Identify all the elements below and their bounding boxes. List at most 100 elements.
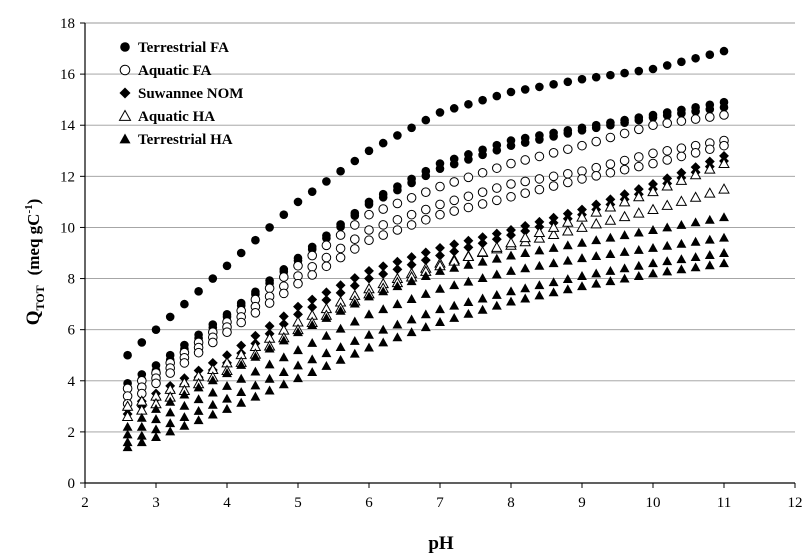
data-point-terrestrial-ha (591, 251, 602, 261)
data-point-terrestrial-fa (563, 129, 573, 138)
data-point-aquatic-fa (293, 278, 303, 289)
data-point-terrestrial-ha (676, 238, 687, 248)
data-point-terrestrial-ha (193, 394, 204, 404)
data-point-aquatic-fa (506, 158, 516, 169)
data-point-terrestrial-fa (151, 325, 161, 334)
data-point-terrestrial-ha (321, 348, 332, 358)
data-point-terrestrial-ha (662, 240, 673, 250)
data-point-terrestrial-fa (236, 248, 246, 258)
data-point-terrestrial-ha (562, 274, 573, 284)
data-point-suwannee-nom (506, 230, 516, 241)
data-point-terrestrial-fa (393, 131, 402, 140)
data-point-aquatic-fa (563, 168, 573, 179)
data-point-aquatic-ha (547, 221, 560, 232)
data-point-aquatic-ha (462, 250, 475, 262)
data-point-aquatic-fa (165, 368, 175, 378)
data-point-aquatic-fa (662, 145, 673, 156)
data-point-suwannee-nom (420, 247, 431, 258)
data-point-suwannee-nom (449, 246, 460, 257)
data-point-aquatic-fa (208, 337, 218, 348)
data-point-aquatic-fa (364, 225, 374, 235)
data-point-aquatic-fa (378, 204, 389, 214)
data-point-suwannee-nom (591, 199, 602, 210)
data-point-aquatic-fa (520, 188, 531, 198)
data-point-aquatic-fa (392, 225, 403, 235)
data-point-terrestrial-ha (435, 265, 445, 275)
data-point-aquatic-fa (634, 152, 644, 162)
data-point-aquatic-ha (633, 207, 645, 218)
data-point-terrestrial-ha (548, 258, 559, 268)
data-point-suwannee-nom (719, 150, 729, 161)
data-point-terrestrial-ha (534, 290, 545, 300)
data-point-suwannee-nom (520, 226, 531, 236)
data-point-terrestrial-ha (605, 265, 616, 275)
x-tick-label: 5 (294, 495, 302, 511)
data-point-aquatic-fa (364, 209, 374, 220)
data-point-aquatic-fa (662, 155, 673, 165)
data-point-aquatic-fa (364, 235, 374, 246)
data-point-aquatic-fa (264, 298, 275, 308)
data-point-terrestrial-ha (136, 412, 147, 422)
data-point-suwannee-nom (392, 256, 403, 267)
data-point-aquatic-ha (675, 174, 688, 185)
data-point-terrestrial-ha (719, 248, 729, 257)
data-point-terrestrial-ha (307, 338, 318, 347)
data-point-aquatic-fa (477, 187, 488, 197)
data-point-suwannee-nom (392, 264, 403, 275)
data-point-terrestrial-fa (407, 123, 416, 133)
data-point-terrestrial-fa (279, 210, 289, 219)
data-point-terrestrial-ha (506, 250, 516, 260)
data-point-terrestrial-ha (165, 407, 176, 417)
data-point-terrestrial-ha (349, 298, 360, 308)
data-point-terrestrial-ha (136, 421, 147, 431)
data-point-aquatic-ha (618, 195, 631, 207)
data-point-aquatic-fa (534, 184, 545, 195)
x-ticks: 2 3 4 5 6 7 8 9 10 11 12 (81, 483, 803, 511)
legend-label-suwannee-nom: Suwannee NOM (138, 86, 243, 102)
data-point-terrestrial-ha (236, 373, 247, 383)
data-point-terrestrial-fa (691, 53, 700, 63)
data-point-terrestrial-fa (478, 150, 487, 160)
data-point-terrestrial-ha (605, 276, 616, 286)
data-point-terrestrial-fa (549, 132, 558, 141)
data-point-terrestrial-ha (321, 312, 332, 322)
data-point-terrestrial-ha (278, 335, 289, 345)
data-point-terrestrial-ha (491, 253, 502, 263)
data-point-aquatic-ha (590, 206, 602, 217)
data-point-terrestrial-fa (520, 85, 530, 94)
data-point-terrestrial-ha (151, 432, 161, 441)
data-point-terrestrial-ha (633, 244, 644, 254)
data-point-terrestrial-fa (336, 166, 345, 176)
data-point-terrestrial-ha (392, 281, 403, 291)
data-point-terrestrial-ha (264, 359, 275, 369)
data-point-aquatic-fa (222, 327, 232, 338)
data-point-suwannee-nom (278, 311, 289, 322)
data-point-aquatic-fa (392, 198, 403, 209)
data-point-aquatic-fa (179, 358, 190, 368)
x-tick-label: 12 (788, 495, 803, 511)
data-point-aquatic-fa (492, 163, 502, 173)
data-point-terrestrial-ha (633, 227, 644, 237)
data-point-terrestrial-fa (535, 135, 544, 144)
data-point-terrestrial-ha (165, 396, 176, 406)
data-point-aquatic-fa (335, 252, 346, 263)
data-point-terrestrial-fa (364, 200, 374, 209)
data-point-terrestrial-ha (293, 327, 303, 337)
data-point-terrestrial-ha (662, 222, 673, 232)
data-point-terrestrial-fa (591, 123, 601, 133)
data-point-terrestrial-ha (662, 266, 673, 276)
data-point-terrestrial-ha (207, 409, 218, 419)
data-point-terrestrial-ha (364, 291, 374, 301)
data-point-terrestrial-ha (463, 308, 474, 318)
data-point-terrestrial-ha (463, 297, 474, 307)
data-point-aquatic-fa (307, 270, 318, 280)
data-point-terrestrial-fa (634, 115, 644, 125)
data-point-aquatic-fa (563, 177, 573, 188)
data-point-terrestrial-ha (562, 240, 573, 250)
data-point-terrestrial-fa (194, 287, 203, 296)
data-point-terrestrial-ha (676, 264, 687, 274)
data-point-suwannee-nom (435, 250, 445, 261)
data-point-terrestrial-ha (193, 382, 204, 392)
data-point-terrestrial-fa (535, 82, 544, 92)
data-point-suwannee-nom (605, 194, 616, 205)
